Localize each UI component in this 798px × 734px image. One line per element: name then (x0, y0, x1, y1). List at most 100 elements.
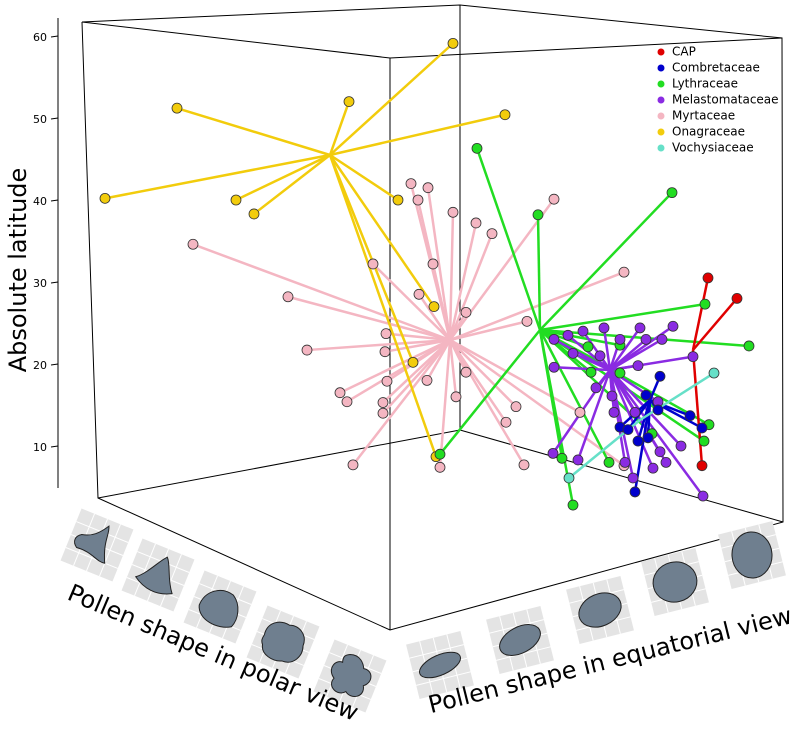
thumbnail (406, 631, 474, 699)
pollen-shape (418, 651, 462, 679)
point (702, 272, 714, 284)
point (696, 422, 708, 434)
branch (329, 42, 454, 156)
y-tick-label: 50 (33, 113, 47, 126)
point (447, 37, 459, 49)
y-tick-label: 40 (33, 195, 47, 208)
legend-swatch (657, 112, 665, 120)
y-tick (50, 445, 59, 448)
point (627, 472, 639, 484)
point (660, 456, 672, 468)
branch (385, 332, 451, 342)
point (594, 350, 606, 362)
point (547, 447, 559, 459)
branch (576, 369, 612, 461)
point (377, 407, 389, 419)
branch (431, 263, 452, 341)
point (99, 192, 111, 204)
point (622, 424, 634, 436)
pollen-shape (74, 525, 110, 564)
thumb-grid (65, 547, 118, 569)
y-tick (50, 281, 59, 284)
y-tick (50, 363, 59, 366)
point (230, 194, 242, 206)
branch (448, 339, 526, 466)
y-tick (50, 117, 59, 120)
point (248, 208, 260, 220)
box-edge (389, 37, 783, 59)
point (562, 329, 574, 341)
branch (539, 302, 706, 332)
branch (339, 338, 451, 394)
pollen-shape (261, 621, 305, 663)
legend-swatch (657, 48, 665, 56)
point (434, 448, 446, 460)
legend-swatch (657, 96, 665, 104)
branch (438, 339, 452, 468)
branch (329, 153, 399, 202)
point (422, 182, 434, 194)
point (582, 341, 594, 353)
point (381, 375, 393, 387)
thumb-grid (99, 524, 121, 577)
pollen-shape (578, 592, 622, 628)
shape-thumbnails (60, 508, 786, 713)
legend-swatch (657, 64, 665, 72)
legend-label: Vochysiaceae (672, 141, 754, 155)
point (510, 401, 522, 413)
point (698, 435, 710, 447)
point (341, 396, 353, 408)
thumb-grid (160, 554, 182, 607)
legend-label: Combretaceae (672, 61, 760, 75)
legend-label: CAP (672, 45, 696, 59)
branch (691, 277, 710, 351)
y-tick-label: 20 (33, 359, 47, 372)
point (708, 367, 720, 379)
thumbnail (183, 570, 257, 644)
branch (328, 101, 351, 156)
branch (384, 338, 451, 353)
point (652, 404, 664, 416)
branch (329, 113, 506, 157)
point (486, 228, 498, 240)
point (427, 258, 439, 270)
branch (439, 329, 541, 455)
thumbnail (641, 548, 709, 616)
branch (553, 366, 611, 372)
point (187, 238, 199, 250)
point (585, 366, 597, 378)
point (603, 456, 615, 468)
point (699, 298, 711, 310)
pollen-shape (134, 556, 173, 595)
branch (328, 154, 436, 308)
branch (608, 369, 655, 469)
point (460, 306, 472, 318)
point (577, 325, 589, 337)
point (379, 346, 391, 358)
point (405, 178, 417, 190)
box-edge (81, 21, 391, 59)
point (608, 406, 620, 418)
point (421, 374, 433, 386)
point (392, 194, 404, 206)
pollen-shape (652, 561, 698, 603)
point (367, 258, 379, 270)
legend-label: Lythraceae (672, 77, 738, 91)
point (407, 356, 419, 368)
point (647, 462, 659, 474)
legend-swatch (657, 80, 665, 88)
thumbnail (566, 576, 634, 644)
point (282, 291, 294, 303)
point (666, 187, 678, 199)
pollen-shape (198, 589, 239, 628)
branch (448, 222, 478, 341)
point (548, 193, 560, 205)
point (471, 142, 483, 154)
point (499, 109, 511, 121)
point (632, 360, 644, 372)
thumb-grid (496, 646, 551, 661)
branch (449, 338, 625, 467)
point (684, 410, 696, 422)
point (614, 367, 626, 379)
